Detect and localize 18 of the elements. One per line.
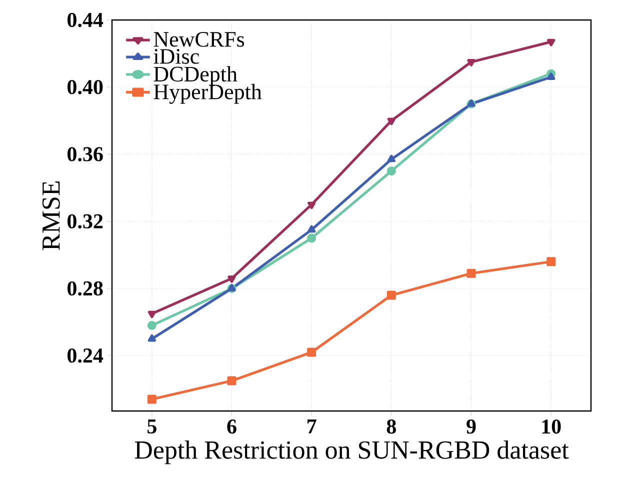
y-tick-label: 0.32: [68, 214, 103, 228]
y-axis-title: RMSE: [42, 181, 60, 250]
legend-label: HyperDepth: [154, 84, 262, 104]
legend-label: DCDepth: [154, 66, 238, 86]
y-tick-label: 0.36: [68, 147, 103, 162]
x-tick-label: 7: [308, 420, 316, 434]
y-tick-label: 0.28: [68, 281, 103, 296]
x-tick-label: 10: [542, 420, 561, 434]
legend-label: NewCRFs: [154, 32, 244, 47]
x-tick-label: 8: [386, 420, 396, 434]
legend-label: iDisc: [154, 49, 199, 64]
x-axis-title: Depth Restriction on SUN-RGBD dataset: [134, 440, 569, 464]
y-tick-label: 0.40: [68, 80, 103, 94]
y-tick-label: 0.44: [68, 12, 104, 28]
y-tick-label: 0.24: [68, 348, 104, 363]
x-tick-label: 5: [148, 420, 156, 434]
x-tick-label: 6: [227, 420, 236, 434]
x-tick-label: 9: [466, 420, 476, 434]
